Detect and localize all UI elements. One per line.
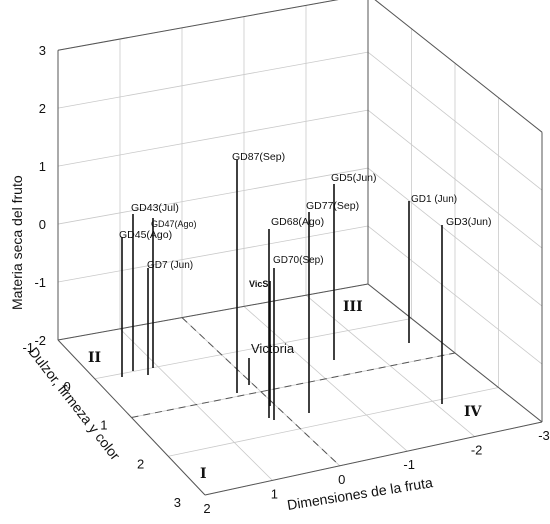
box-frame-edge [374,0,543,133]
box-frame-edge [204,421,543,496]
frame-layer [57,0,543,496]
point-label: GD45(Ago) [119,229,172,241]
point-label: VicS [249,279,268,289]
y-axis-title: Dulzor, firmeza y color [26,344,124,463]
point-label: GD43(Jul) [131,202,179,214]
point-label: GD77(Sep) [306,200,359,212]
x-axis-title: Dimensiones de la fruta [286,474,434,513]
z-tick-label: 3 [39,43,46,58]
z-tick-label: -1 [34,275,46,290]
point-label: GD47(Ago) [151,219,197,229]
point-label: Victoria [251,341,295,356]
x-tick-label: -3 [538,428,550,443]
back-wall-grid-line [57,0,339,51]
quadrant-label-I: I [200,466,207,482]
box-frame-edge [57,283,369,341]
side-wall-grid-line [367,51,543,191]
side-wall-grid-line [367,109,543,249]
point-label: GD87(Sep) [232,151,285,163]
x-tick-label: 2 [203,501,210,516]
y-tick-label: 2 [137,456,144,471]
z-tick-label: 2 [39,101,46,116]
point-label: GD1 (Jun) [411,194,457,205]
floor-grid-line [168,387,499,457]
x-tick-label: 1 [271,486,278,501]
quadrant-label-IV: IV [464,404,483,420]
point-label: GD3(Jun) [446,216,492,228]
quadrant-divider-x [181,317,341,467]
quadrant-label-III: III [343,299,363,315]
label-layer: GD87(Sep) GD5(Jun) GD77(Sep) GD68(Ago) GD70(… [119,151,492,356]
back-wall-grid-line [57,51,369,109]
point-label: GD7 (Jun) [147,260,193,271]
back-wall-grid-line [57,225,369,283]
y-tick-label: -1 [22,340,34,355]
y-tick-label: 3 [174,495,181,510]
z-tick-label: 0 [39,217,46,232]
x-tick-label: 0 [338,472,345,487]
quadrant-label-II: II [88,350,101,366]
z-tick-label: -2 [34,333,46,348]
y-tick-label: 0 [64,379,71,394]
box-frame-edge [57,0,339,51]
quadrant-divider-y [131,352,456,418]
side-wall-grid-line [367,167,543,307]
back-wall-grid-line [57,109,369,167]
y-tick-label: 1 [100,418,107,433]
side-wall-grid-line [367,225,543,365]
z-axis-title: Materia seca del fruto [9,175,25,310]
point-label: GD5(Jun) [331,172,377,184]
point-label: GD68(Ago) [271,216,324,228]
back-wall-grid-line [57,167,369,225]
point-label: GD70(Sep) [273,255,324,266]
z-tick-label: 1 [39,159,46,174]
stem-layer [121,160,443,420]
x-tick-label: -2 [471,443,483,458]
x-tick-label: -1 [403,457,415,472]
